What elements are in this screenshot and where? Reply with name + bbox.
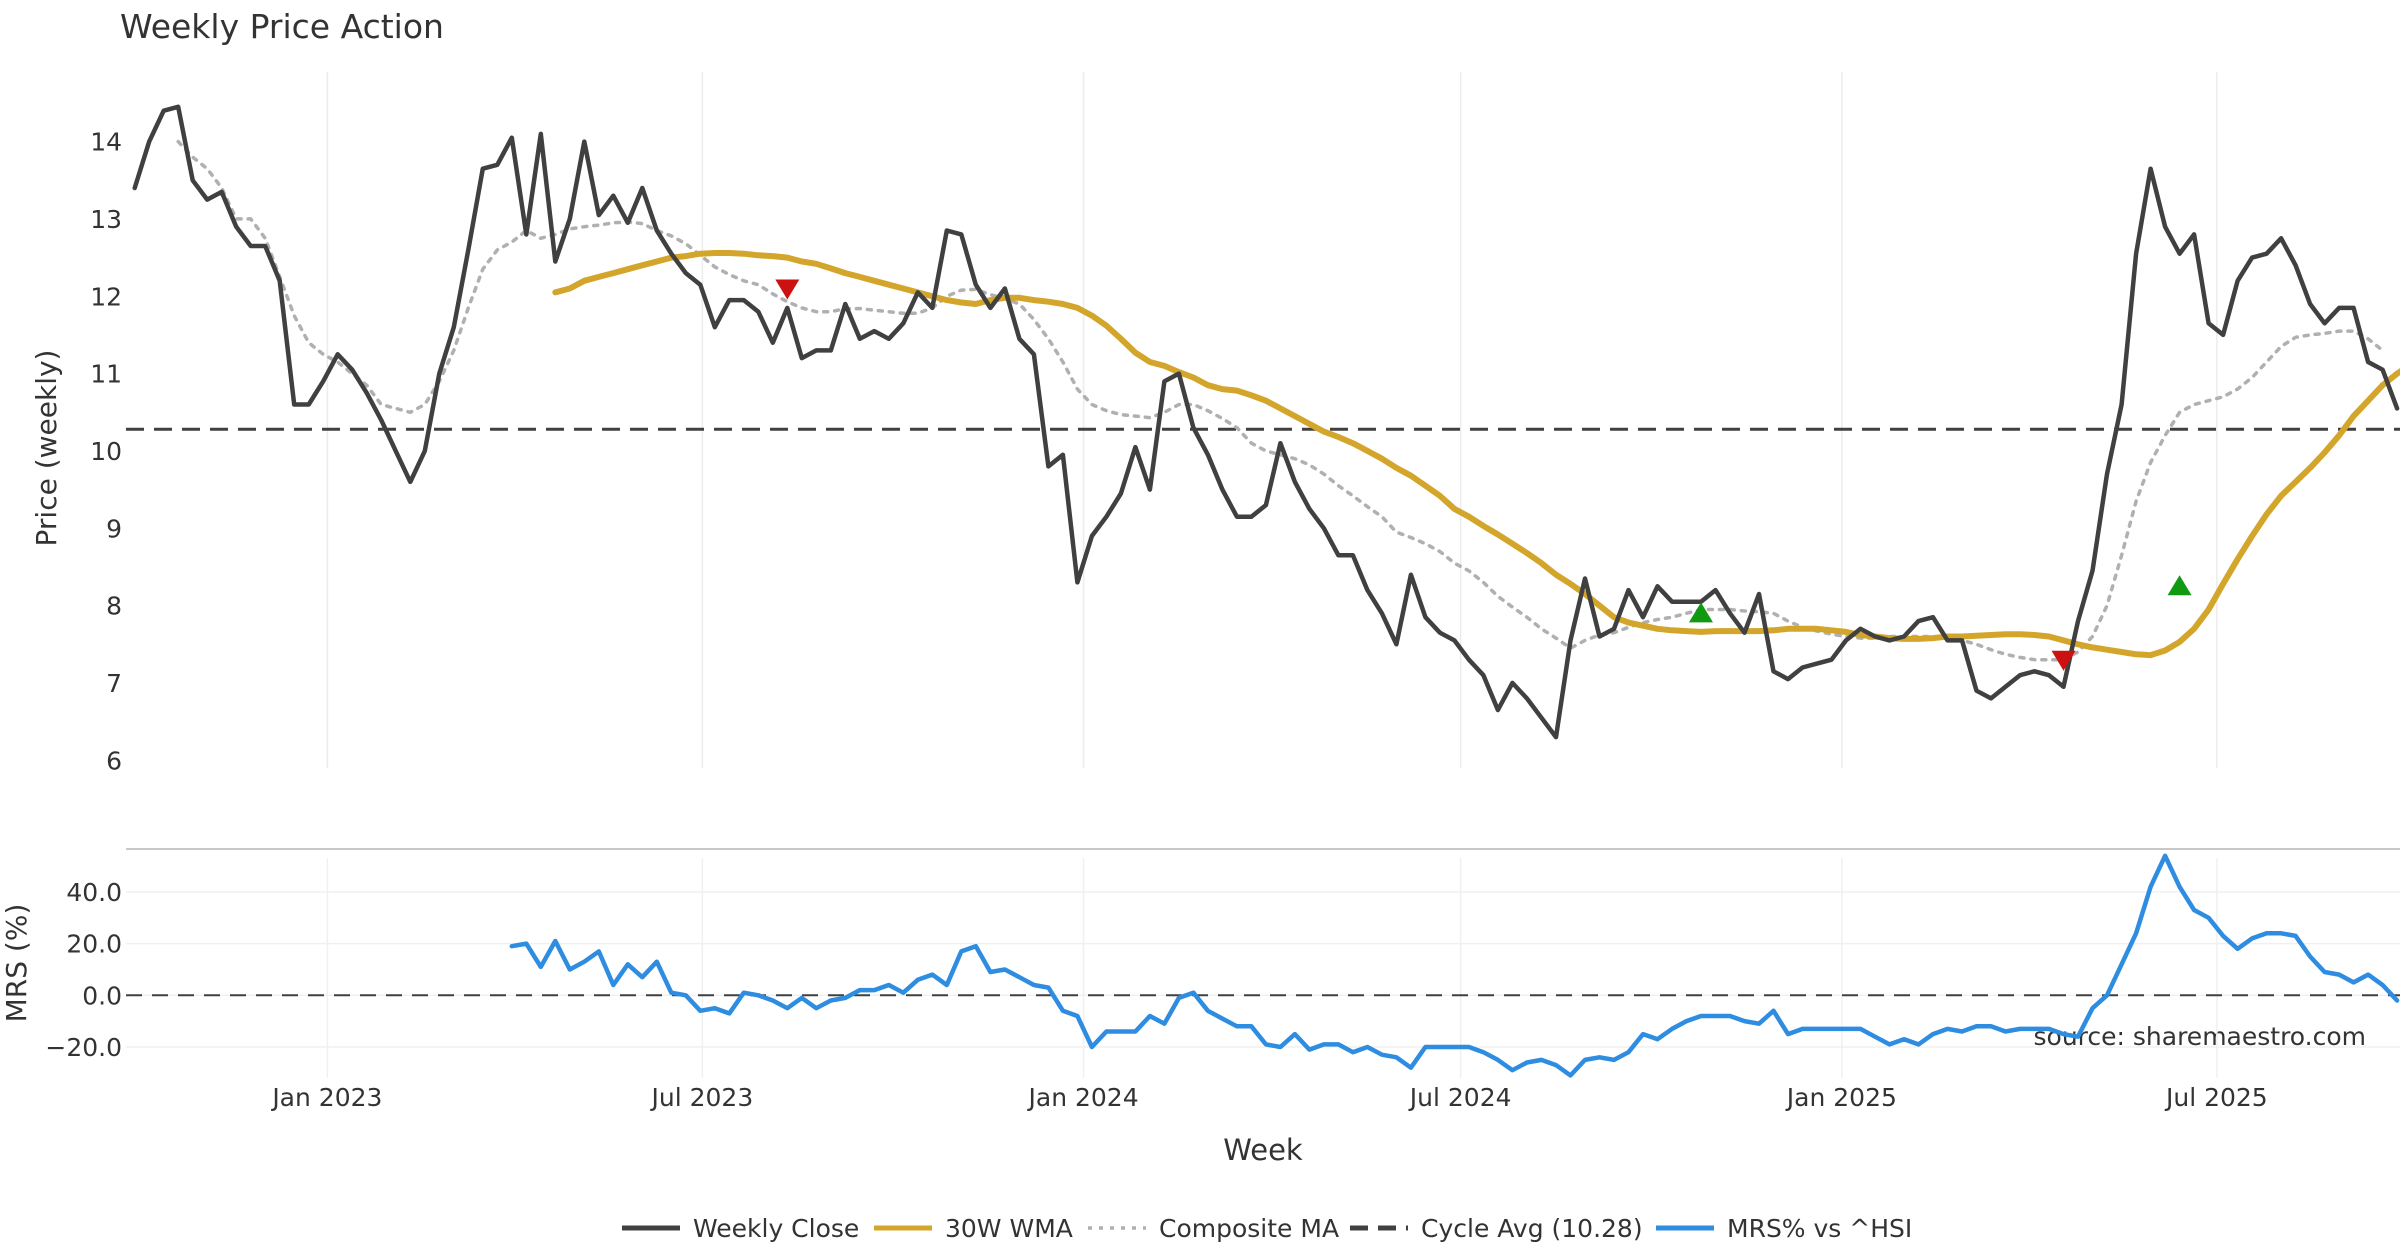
legend-label: Weekly Close [693,1214,859,1243]
mrs-y-tick-label: 20.0 [66,930,122,959]
sell-signal-marker [2051,650,2076,671]
price-y-tick-label: 7 [106,669,122,698]
price-y-tick-label: 12 [90,282,122,311]
composite-ma-line [176,139,2385,662]
buy-signal-marker [1688,602,1713,623]
x-tick-label: Jan 2023 [270,1083,382,1112]
price-y-axis-label: Price (weekly) [30,350,63,547]
price-y-tick-label: 11 [90,360,122,389]
price-y-tick-label: 8 [106,592,122,621]
source-annotation: source: sharemaestro.com [2034,1022,2367,1051]
price-y-tick-label: 14 [90,128,122,157]
legend-label: Cycle Avg (10.28) [1421,1214,1643,1243]
buy-signal-marker [2167,575,2192,596]
x-tick-label: Jul 2025 [2164,1083,2268,1112]
chart-title: Weekly Price Action [120,7,444,46]
x-tick-label: Jan 2024 [1027,1083,1139,1112]
price-y-tick-label: 10 [90,437,122,466]
wma-30w-line [552,250,2400,659]
legend-label: Composite MA [1159,1214,1339,1243]
weekly-close-line [132,104,2400,740]
price-y-tick-label: 9 [106,514,122,543]
x-tick-label: Jul 2023 [650,1083,754,1112]
sell-signal-marker [775,279,800,300]
x-tick-label: Jan 2025 [1785,1083,1897,1112]
mrs-y-tick-label: 40.0 [66,878,122,907]
legend-label: MRS% vs ^HSI [1727,1214,1912,1243]
mrs-y-axis-label: MRS (%) [0,904,33,1023]
x-axis-label: Week [1223,1133,1303,1167]
legend-label: 30W WMA [945,1214,1073,1243]
mrs-y-tick-label: −20.0 [45,1033,122,1062]
x-tick-label: Jul 2024 [1408,1083,1512,1112]
mrs-y-tick-label: 0.0 [82,981,122,1010]
mrs-line [509,853,2400,1078]
price-y-tick-label: 6 [106,746,122,775]
price-y-tick-label: 13 [90,205,122,234]
